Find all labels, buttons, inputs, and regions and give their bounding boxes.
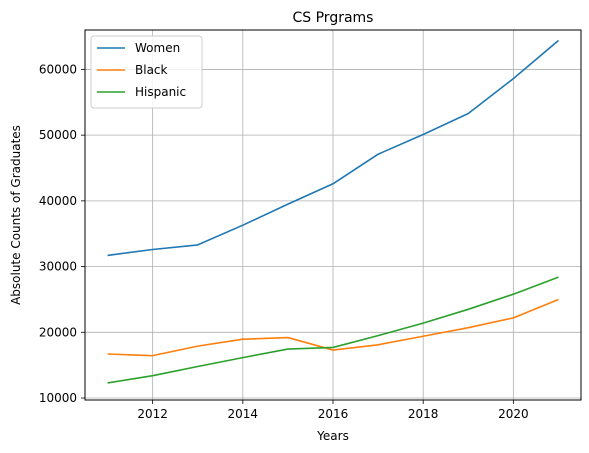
y-axis-label: Absolute Counts of Graduates	[9, 125, 23, 305]
legend-label-black: Black	[135, 63, 168, 77]
series-line-women	[107, 39, 559, 257]
x-tick-label: 2014	[228, 407, 259, 421]
legend-frame	[90, 35, 203, 109]
y-tick-label: 30000	[39, 260, 77, 274]
legend-label-hispanic: Hispanic	[135, 85, 186, 99]
x-tick-label: 2020	[498, 407, 529, 421]
y-tick-label: 20000	[39, 325, 77, 339]
y-tick-label: 60000	[39, 62, 77, 76]
series-line-black	[107, 298, 559, 357]
series-line-hispanic	[107, 276, 559, 384]
x-tick-label: 2012	[137, 407, 168, 421]
y-tick-label: 50000	[39, 128, 77, 142]
axis-ticks: 2012 2014 2016 2018 2020 10000 20000 30000 40000…	[39, 62, 529, 421]
y-tick-label: 40000	[39, 194, 77, 208]
x-tick-label: 2016	[318, 407, 349, 421]
chart-title: CS Prgrams	[293, 10, 374, 26]
x-axis-label: Years	[316, 429, 349, 443]
x-tick-label: 2018	[408, 407, 439, 421]
series-lines	[107, 39, 559, 384]
legend-label-women: Women	[135, 41, 180, 55]
y-tick-label: 10000	[39, 391, 77, 405]
legend: Women Black Hispanic	[90, 35, 203, 109]
